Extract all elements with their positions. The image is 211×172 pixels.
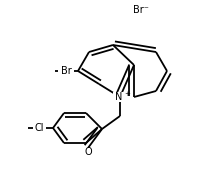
Text: Br: Br bbox=[61, 66, 72, 76]
Text: O: O bbox=[84, 147, 92, 157]
FancyBboxPatch shape bbox=[58, 66, 74, 76]
Text: Br⁻: Br⁻ bbox=[133, 5, 149, 15]
Text: Cl: Cl bbox=[35, 123, 44, 133]
FancyBboxPatch shape bbox=[33, 123, 46, 133]
FancyBboxPatch shape bbox=[83, 148, 93, 156]
Text: N: N bbox=[115, 92, 123, 102]
Text: +: + bbox=[124, 91, 130, 96]
FancyBboxPatch shape bbox=[113, 92, 127, 102]
